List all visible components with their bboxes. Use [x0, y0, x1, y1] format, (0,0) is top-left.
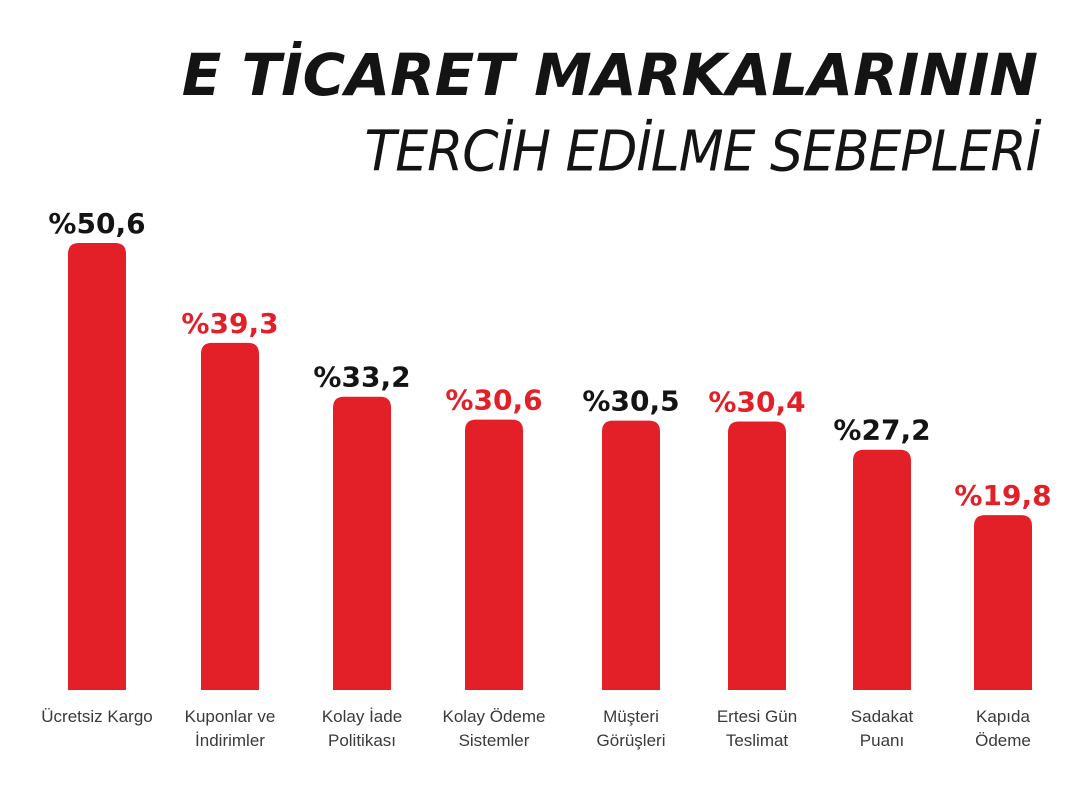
- category-label: Ertesi Gün: [717, 707, 797, 726]
- category-label: Kuponlar ve: [185, 707, 276, 726]
- bar: [465, 419, 523, 690]
- value-label: %19,8: [954, 479, 1051, 512]
- bar: [333, 396, 391, 690]
- category-label: Ödeme: [975, 731, 1031, 750]
- bar: [201, 342, 259, 690]
- category-label: İndirimler: [195, 731, 265, 750]
- bar: [602, 420, 660, 690]
- category-label: Müşteri: [603, 707, 659, 726]
- category-label: Puanı: [860, 731, 904, 750]
- bar: [68, 243, 126, 690]
- category-label: Politikası: [328, 731, 396, 750]
- value-label: %30,5: [582, 385, 679, 418]
- category-label: Sistemler: [459, 731, 530, 750]
- bar: [728, 421, 786, 690]
- value-label: %30,6: [445, 384, 542, 417]
- value-label: %27,2: [833, 414, 930, 447]
- chart-subtitle: TERCİH EDİLME SEBEPLERİ: [364, 119, 1041, 185]
- category-label: Kolay İade: [322, 707, 402, 726]
- value-label: %39,3: [181, 307, 278, 340]
- value-label: %33,2: [313, 361, 410, 394]
- category-label: Kolay Ödeme: [443, 707, 546, 726]
- category-label: Görüşleri: [597, 731, 666, 750]
- category-label: Ücretsiz Kargo: [41, 707, 152, 726]
- chart-title: E TİCARET MARKALARININ: [181, 41, 1038, 109]
- value-label: %30,4: [708, 385, 805, 418]
- category-label: Kapıda: [976, 707, 1030, 726]
- value-label: %50,6: [48, 207, 145, 240]
- category-label: Teslimat: [726, 731, 789, 750]
- bar: [974, 515, 1032, 690]
- bar: [853, 449, 911, 690]
- category-label: Sadakat: [851, 707, 914, 726]
